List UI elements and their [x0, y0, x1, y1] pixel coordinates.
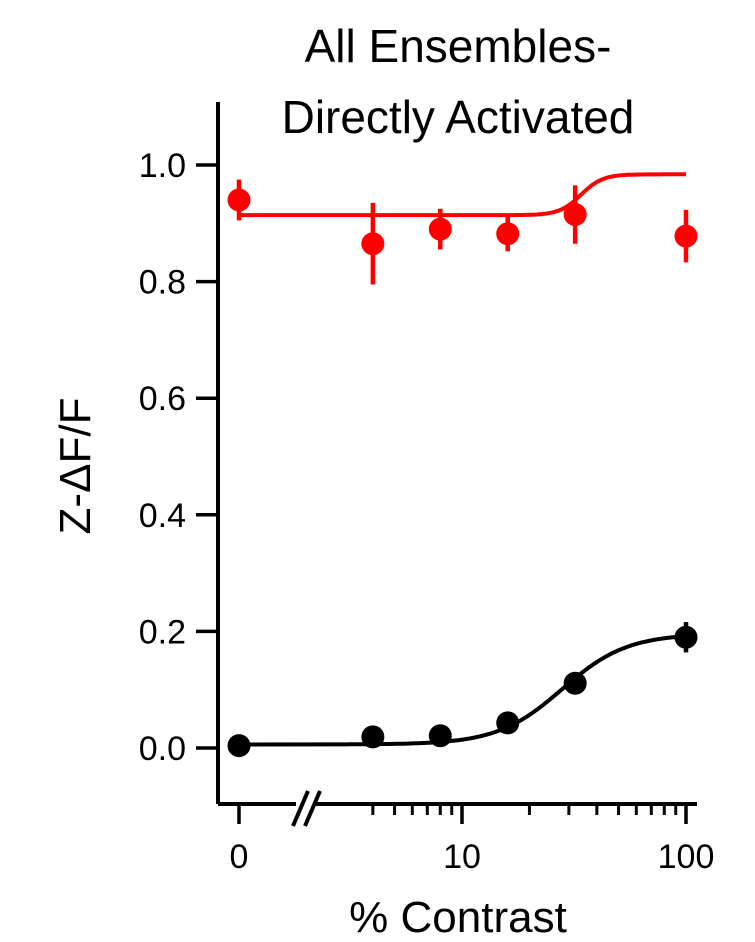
y-tick-label-3: 0.6 — [139, 380, 186, 418]
chart-title-line-1: All Ensembles- — [305, 20, 612, 72]
y-axis: 0.0 0.2 0.4 0.6 0.8 1.0 — [139, 102, 218, 804]
series-0-point-4 — [564, 203, 587, 226]
series-1-point-2 — [429, 724, 452, 747]
y-tick-label-4: 0.8 — [139, 264, 186, 302]
x-tick-label-2: 100 — [658, 838, 715, 876]
x-axis: 0 10 100 — [218, 791, 714, 876]
x-axis-label: % Contrast — [349, 893, 567, 942]
series-1-point-3 — [496, 711, 519, 734]
series-1-point-4 — [564, 672, 587, 695]
series-0-point-2 — [429, 218, 452, 241]
x-tick-label-0: 0 — [230, 838, 249, 876]
series-1-point-5 — [675, 626, 698, 649]
series-0-point-0 — [228, 188, 251, 211]
y-tick-label-5: 1.0 — [139, 147, 186, 185]
series-0 — [228, 174, 698, 284]
y-tick-label-2: 0.4 — [139, 497, 186, 535]
series-0-point-1 — [361, 232, 384, 255]
x-tick-label-1: 10 — [443, 838, 481, 876]
series-0-point-5 — [675, 225, 698, 248]
series-1-point-0 — [228, 734, 251, 757]
series-1-fit-curve — [239, 636, 686, 744]
series-0-point-3 — [496, 222, 519, 245]
y-tick-label-0: 0.0 — [139, 730, 186, 768]
series-1 — [228, 622, 698, 757]
series-layer — [228, 174, 698, 757]
series-1-point-1 — [361, 725, 384, 748]
y-tick-label-1: 0.2 — [139, 613, 186, 651]
y-axis-label: Z-ΔF/F — [51, 398, 100, 535]
chart-title-line-2: Directly Activated — [282, 91, 635, 143]
series-0-fit-curve — [239, 174, 686, 215]
